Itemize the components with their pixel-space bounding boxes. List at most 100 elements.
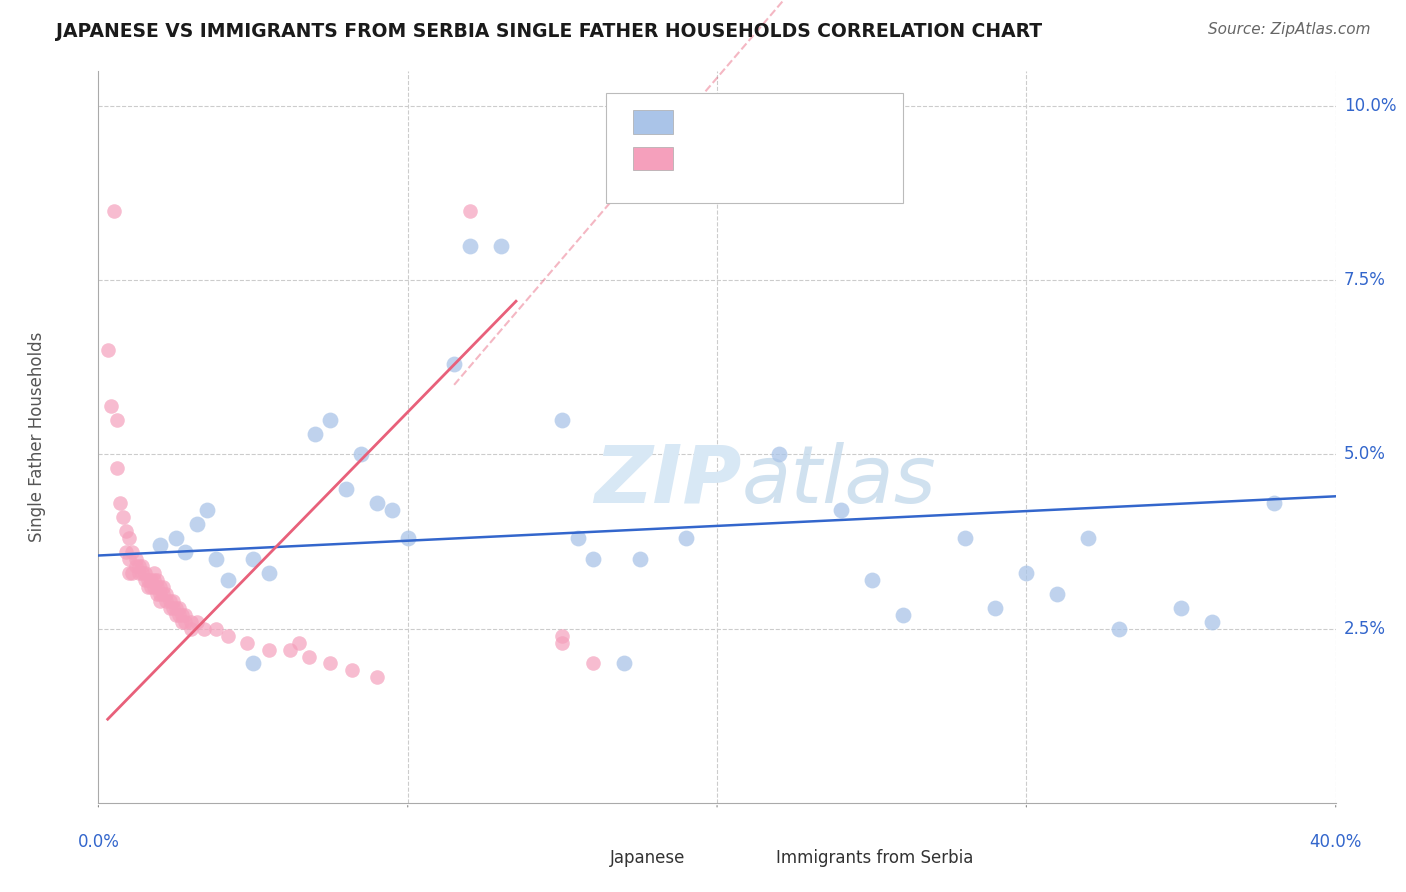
- Point: [396, 531, 419, 545]
- Point: [1015, 566, 1038, 580]
- Point: [1201, 615, 1223, 629]
- Point: [121, 566, 143, 580]
- Point: [149, 580, 172, 594]
- Point: [121, 545, 143, 559]
- Point: [131, 566, 153, 580]
- Point: [128, 566, 150, 580]
- Point: [180, 615, 202, 629]
- Text: Single Father Households: Single Father Households: [28, 332, 45, 542]
- FancyBboxPatch shape: [606, 94, 903, 203]
- Point: [105, 461, 128, 475]
- Point: [139, 580, 162, 594]
- Point: [100, 399, 122, 413]
- Point: [152, 587, 174, 601]
- Point: [1077, 531, 1099, 545]
- Point: [139, 573, 162, 587]
- Bar: [742, 850, 769, 866]
- Point: [195, 503, 218, 517]
- Text: 40.0%: 40.0%: [1309, 833, 1362, 851]
- Point: [155, 587, 177, 601]
- Point: [186, 615, 208, 629]
- Point: [366, 670, 388, 684]
- Text: R = 0.508   N = 67: R = 0.508 N = 67: [690, 149, 846, 168]
- Text: 0.0%: 0.0%: [77, 833, 120, 851]
- Point: [366, 496, 388, 510]
- Point: [953, 531, 976, 545]
- Point: [128, 558, 150, 573]
- Point: [149, 594, 172, 608]
- Point: [340, 664, 363, 678]
- Point: [159, 594, 181, 608]
- Point: [118, 566, 141, 580]
- Point: [124, 558, 146, 573]
- Point: [551, 412, 574, 426]
- Point: [768, 448, 790, 462]
- Point: [489, 238, 512, 252]
- Text: Immigrants from Serbia: Immigrants from Serbia: [776, 848, 974, 867]
- Point: [288, 635, 311, 649]
- Point: [319, 657, 342, 671]
- Point: [582, 552, 605, 566]
- Point: [136, 573, 159, 587]
- Point: [180, 622, 202, 636]
- Point: [143, 566, 166, 580]
- Point: [118, 531, 141, 545]
- Point: [152, 580, 174, 594]
- Point: [891, 607, 914, 622]
- Point: [143, 580, 166, 594]
- Point: [155, 594, 177, 608]
- Point: [443, 357, 465, 371]
- Point: [298, 649, 321, 664]
- Point: [551, 635, 574, 649]
- Point: [165, 607, 187, 622]
- Point: [162, 594, 184, 608]
- Point: [551, 629, 574, 643]
- Text: JAPANESE VS IMMIGRANTS FROM SERBIA SINGLE FATHER HOUSEHOLDS CORRELATION CHART: JAPANESE VS IMMIGRANTS FROM SERBIA SINGL…: [56, 22, 1042, 41]
- Point: [124, 552, 146, 566]
- Point: [236, 635, 259, 649]
- Point: [146, 573, 169, 587]
- Point: [115, 524, 138, 538]
- Point: [1108, 622, 1130, 636]
- Point: [170, 607, 193, 622]
- Point: [830, 503, 852, 517]
- Text: atlas: atlas: [742, 442, 936, 520]
- Point: [174, 607, 197, 622]
- Text: Japanese: Japanese: [609, 848, 685, 867]
- Point: [860, 573, 883, 587]
- Point: [582, 657, 605, 671]
- Point: [350, 448, 373, 462]
- Point: [118, 552, 141, 566]
- Point: [278, 642, 301, 657]
- Point: [134, 566, 156, 580]
- Point: [186, 517, 208, 532]
- Point: [149, 538, 172, 552]
- Text: 7.5%: 7.5%: [1344, 271, 1386, 289]
- Text: Source: ZipAtlas.com: Source: ZipAtlas.com: [1208, 22, 1371, 37]
- Point: [335, 483, 357, 497]
- Point: [675, 531, 697, 545]
- Point: [257, 566, 280, 580]
- Text: R = 0.060   N = 39: R = 0.060 N = 39: [690, 112, 846, 131]
- Point: [108, 496, 131, 510]
- Point: [304, 426, 326, 441]
- Bar: [633, 146, 672, 170]
- Point: [458, 203, 481, 218]
- Point: [131, 558, 153, 573]
- Point: [613, 657, 636, 671]
- Point: [167, 600, 190, 615]
- Point: [165, 531, 187, 545]
- Point: [217, 573, 239, 587]
- Text: ZIP: ZIP: [595, 442, 742, 520]
- Point: [105, 412, 128, 426]
- Point: [217, 629, 239, 643]
- Point: [1170, 600, 1192, 615]
- Bar: [633, 110, 672, 134]
- Point: [159, 600, 181, 615]
- Point: [146, 580, 169, 594]
- Point: [193, 622, 215, 636]
- Point: [242, 552, 264, 566]
- Point: [97, 343, 120, 357]
- Point: [112, 510, 135, 524]
- Point: [103, 203, 125, 218]
